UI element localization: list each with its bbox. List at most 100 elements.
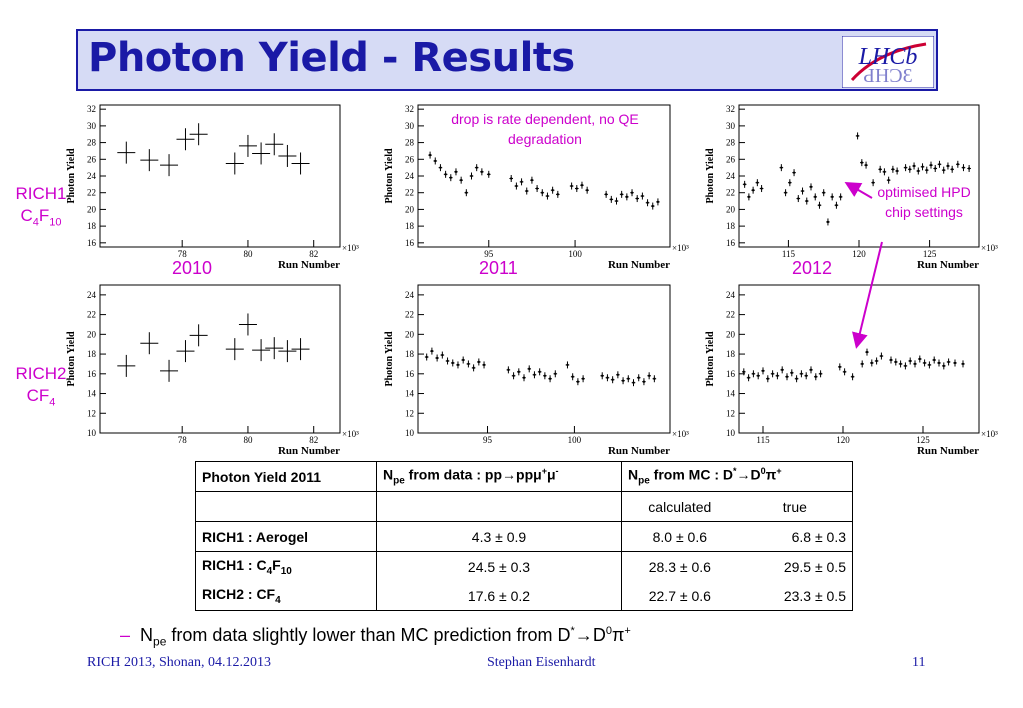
data-point (946, 358, 951, 366)
data-point (430, 347, 434, 355)
data-point (443, 170, 448, 178)
data-point (742, 368, 746, 376)
data-point (630, 189, 634, 197)
data-point (814, 373, 818, 381)
label-rich2: RICH2 CF4 (8, 363, 74, 413)
data-point (605, 374, 610, 382)
y-tick-label: 12 (87, 408, 96, 418)
x-axis-label: Run Number (278, 445, 340, 457)
subheader-calculated: calculated (620, 491, 738, 522)
x-tick-label: 80 (243, 249, 253, 259)
row-label: RICH2 : CF4 (195, 581, 377, 611)
data-point (486, 170, 491, 178)
x-tick-label: 100 (568, 249, 582, 259)
data-point (574, 185, 579, 193)
x-axis-label: Run Number (917, 259, 979, 271)
bullet-point: – Npe from data slightly lower than MC pr… (120, 625, 631, 649)
data-point (238, 313, 257, 336)
data-point (176, 128, 195, 151)
data-point (922, 359, 927, 367)
data-point (850, 373, 855, 381)
y-tick-label: 32 (87, 104, 96, 114)
data-point (189, 324, 208, 347)
data-point (506, 366, 511, 374)
title-bar: Photon Yield - Results (76, 29, 938, 91)
data-point (517, 368, 521, 376)
data-point (626, 375, 631, 383)
data-point (755, 179, 760, 187)
annotation-optimised: optimised HPD chip settings (877, 184, 971, 220)
data-point (652, 375, 657, 383)
y-tick-label: 20 (87, 329, 97, 339)
rich2-gas: CF4 (26, 386, 56, 409)
subheader-true: true (737, 491, 853, 522)
data-point (576, 378, 580, 386)
y-tick-label: 28 (87, 138, 97, 148)
annotation-drop: drop is rate dependent, no QE degradatio… (451, 111, 639, 147)
data-point (450, 359, 455, 367)
y-tick-label: 28 (405, 138, 415, 148)
data-point (610, 376, 615, 384)
y-axis-label: Photon Yield (66, 331, 77, 387)
data-point (519, 178, 524, 186)
data-point (908, 357, 912, 365)
y-tick-label: 30 (87, 121, 97, 131)
data-point (946, 162, 950, 170)
data-point (252, 339, 271, 362)
plot-rich2-2011: 10 12 14 16 18 20 22 24 95 100 Photon Yield Run Num… (382, 279, 700, 457)
y-tick-label: 26 (87, 154, 97, 164)
data-point (804, 197, 809, 205)
data-point (895, 167, 899, 175)
y-tick-label: 24 (726, 290, 736, 300)
y-tick-label: 12 (405, 408, 414, 418)
table-row: RICH2 : CF4 17.6 ± 0.2 22.7 ± 0.6 23.3 ±… (195, 581, 853, 611)
x-tick-label: 125 (923, 249, 937, 259)
y-tick-label: 22 (405, 310, 414, 320)
x-tick-label: 120 (836, 435, 850, 445)
x-multiplier: ×10³ (672, 429, 689, 439)
y-axis-label: Photon Yield (705, 148, 716, 204)
y-tick-label: 20 (726, 329, 736, 339)
y-axis-label: Photon Yield (384, 331, 395, 387)
data-point (942, 362, 946, 370)
data-point (871, 179, 875, 187)
x-tick-label: 78 (178, 249, 188, 259)
data-point (759, 185, 764, 193)
data-point (961, 360, 965, 368)
table-header-row: Photon Yield 2011 Npe from data : pp→ppμ… (195, 461, 853, 492)
data-point (631, 379, 636, 387)
data-point (509, 175, 514, 183)
cell-data: 4.3 ± 0.9 (376, 521, 622, 552)
data-point (428, 151, 432, 159)
x-multiplier: ×10³ (981, 429, 998, 439)
data-point (482, 361, 486, 369)
year-2010: 2010 (172, 258, 213, 278)
y-tick-label: 32 (405, 104, 414, 114)
data-point (927, 361, 932, 369)
y-tick-label: 16 (726, 238, 736, 248)
data-point (742, 180, 747, 188)
data-point (438, 164, 443, 172)
y-tick-label: 32 (726, 104, 735, 114)
data-point (435, 354, 439, 362)
y-tick-label: 26 (405, 154, 415, 164)
data-point (891, 165, 895, 173)
data-point (581, 375, 585, 383)
y-tick-label: 14 (87, 389, 97, 399)
slide-title: Photon Yield - Results (88, 35, 575, 81)
data-point (440, 351, 445, 359)
cell-calc: 8.0 ± 0.6 (620, 521, 738, 552)
data-point (800, 187, 805, 195)
data-point (189, 123, 208, 146)
table-cell (376, 491, 622, 522)
rich2-name: RICH2 (15, 364, 67, 383)
data-point (514, 182, 519, 190)
data-point (445, 357, 450, 365)
data-point (838, 363, 842, 371)
table-row: RICH1 : C4F10 24.5 ± 0.3 28.3 ± 0.6 29.5… (195, 551, 853, 581)
data-point (609, 195, 614, 203)
data-point (616, 371, 620, 379)
data-point (635, 195, 640, 203)
data-point (535, 185, 539, 193)
data-point (636, 374, 641, 382)
